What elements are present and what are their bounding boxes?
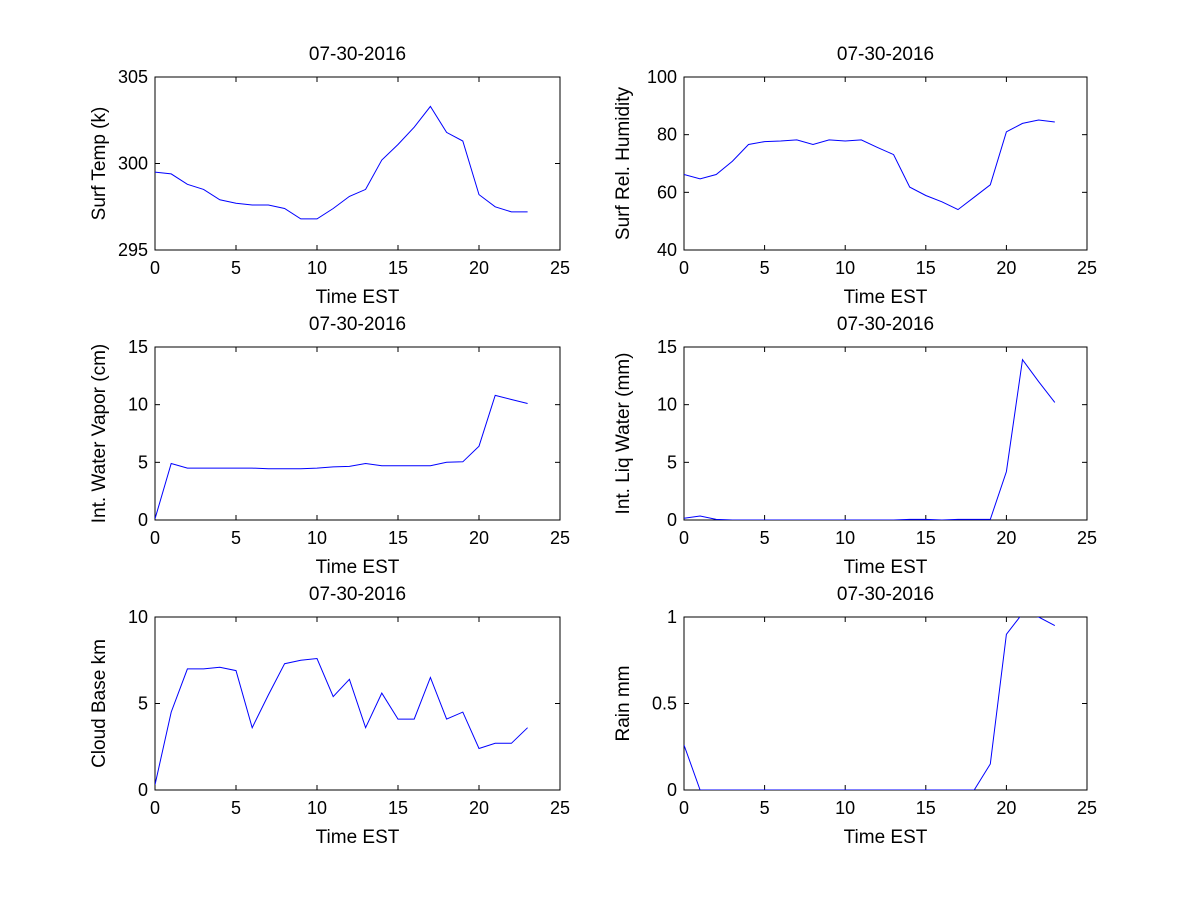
x-tick-label: 15 xyxy=(916,798,936,818)
series-line xyxy=(684,358,1056,520)
subplot-title: 07-30-2016 xyxy=(837,584,934,605)
subplot-2: 0 5 10 15 20 25 40 60 80 100 07-30-2016 Time EST Sur… xyxy=(613,44,1097,308)
x-tick-label: 20 xyxy=(469,258,489,278)
series-line xyxy=(684,617,1056,790)
axes-box xyxy=(154,76,561,251)
x-tick-label: 0 xyxy=(679,528,689,548)
x-tick-label: 5 xyxy=(760,258,770,278)
subplot-1: 0 5 10 15 20 25 295 300 305 07-30-2016 Time EST Sur… xyxy=(89,44,570,308)
y-tick-label: 0 xyxy=(667,780,677,800)
x-tick-label: 25 xyxy=(550,528,570,548)
y-tick-label: 0.5 xyxy=(652,694,677,714)
x-tick-label: 15 xyxy=(916,258,936,278)
x-axis-label: Time EST xyxy=(844,557,928,578)
series-line xyxy=(684,119,1055,211)
subplot-3: 0 5 10 15 20 25 0 5 10 15 07-30-2016 Time EST Int. W… xyxy=(89,314,570,578)
x-tick-label: 15 xyxy=(388,258,408,278)
x-tick-label: 0 xyxy=(150,798,160,818)
x-tick-label: 20 xyxy=(469,528,489,548)
y-tick-label: 10 xyxy=(128,607,148,627)
x-tick-label: 15 xyxy=(388,528,408,548)
x-tick-label: 10 xyxy=(307,798,327,818)
x-tick-label: 5 xyxy=(231,258,241,278)
x-tick-label: 25 xyxy=(1077,528,1097,548)
x-tick-label: 25 xyxy=(550,798,570,818)
y-axis-label: Int. Water Vapor (cm) xyxy=(89,344,110,523)
x-axis-label: Time EST xyxy=(316,557,400,578)
y-tick-label: 1 xyxy=(667,607,677,627)
x-tick-label: 15 xyxy=(388,798,408,818)
y-axis-label: Rain mm xyxy=(613,665,634,741)
x-tick-label: 25 xyxy=(1077,798,1097,818)
y-axis-label: Cloud Base km xyxy=(89,639,110,768)
x-tick-label: 0 xyxy=(679,798,689,818)
x-tick-label: 25 xyxy=(550,258,570,278)
y-tick-label: 5 xyxy=(667,452,677,472)
subplot-5: 0 5 10 15 20 25 0 5 10 07-30-2016 Time EST Cloud Ba… xyxy=(89,584,570,848)
x-tick-label: 0 xyxy=(150,258,160,278)
subplot-6: 0 5 10 15 20 25 0 0.5 1 07-30-2016 Time EST Rain mm xyxy=(613,584,1097,848)
x-tick-label: 20 xyxy=(996,528,1016,548)
y-tick-label: 40 xyxy=(657,240,677,260)
subplot-title: 07-30-2016 xyxy=(309,44,406,65)
subplot-title: 07-30-2016 xyxy=(309,314,406,335)
y-tick-label: 295 xyxy=(118,240,148,260)
x-tick-label: 0 xyxy=(679,258,689,278)
y-tick-label: 80 xyxy=(657,125,677,145)
y-axis-label: Int. Liq Water (mm) xyxy=(613,353,634,515)
y-tick-label: 0 xyxy=(138,510,148,530)
x-tick-label: 0 xyxy=(150,528,160,548)
x-tick-label: 10 xyxy=(835,258,855,278)
subplot-title: 07-30-2016 xyxy=(837,314,934,335)
y-axis-label: Surf Temp (k) xyxy=(89,107,110,221)
x-tick-label: 15 xyxy=(916,528,936,548)
series-line xyxy=(155,394,528,519)
y-tick-label: 10 xyxy=(657,395,677,415)
x-tick-label: 20 xyxy=(469,798,489,818)
x-axis-label: Time EST xyxy=(844,827,928,848)
y-tick-label: 5 xyxy=(138,694,148,714)
axes-box xyxy=(683,346,1088,521)
y-tick-label: 305 xyxy=(118,67,148,87)
axes-box xyxy=(154,346,561,521)
series-line xyxy=(155,105,528,220)
x-tick-label: 25 xyxy=(1077,258,1097,278)
y-tick-label: 100 xyxy=(647,67,677,87)
x-axis-label: Time EST xyxy=(316,827,400,848)
x-axis-label: Time EST xyxy=(316,287,400,308)
subplot-title: 07-30-2016 xyxy=(309,584,406,605)
y-tick-label: 300 xyxy=(118,154,148,174)
x-tick-label: 5 xyxy=(760,798,770,818)
x-tick-label: 20 xyxy=(996,798,1016,818)
y-tick-label: 5 xyxy=(138,452,148,472)
y-tick-label: 0 xyxy=(138,780,148,800)
x-tick-label: 5 xyxy=(231,528,241,548)
y-tick-label: 10 xyxy=(128,395,148,415)
x-tick-label: 10 xyxy=(835,528,855,548)
x-axis-label: Time EST xyxy=(844,287,928,308)
x-tick-label: 20 xyxy=(996,258,1016,278)
axes-box xyxy=(683,76,1088,251)
x-tick-label: 10 xyxy=(307,258,327,278)
x-tick-label: 5 xyxy=(231,798,241,818)
x-tick-label: 5 xyxy=(760,528,770,548)
y-tick-label: 15 xyxy=(128,337,148,357)
x-tick-label: 10 xyxy=(307,528,327,548)
y-tick-label: 15 xyxy=(657,337,677,357)
series-line xyxy=(155,657,528,785)
subplot-title: 07-30-2016 xyxy=(837,44,934,65)
y-tick-label: 0 xyxy=(667,510,677,530)
x-tick-label: 10 xyxy=(835,798,855,818)
subplot-4: 0 5 10 15 20 25 0 5 10 15 07-30-2016 Time EST Int. L… xyxy=(613,314,1097,578)
y-axis-label: Surf Rel. Humidity xyxy=(613,86,634,240)
y-tick-label: 60 xyxy=(657,182,677,202)
axes-box xyxy=(683,616,1088,791)
